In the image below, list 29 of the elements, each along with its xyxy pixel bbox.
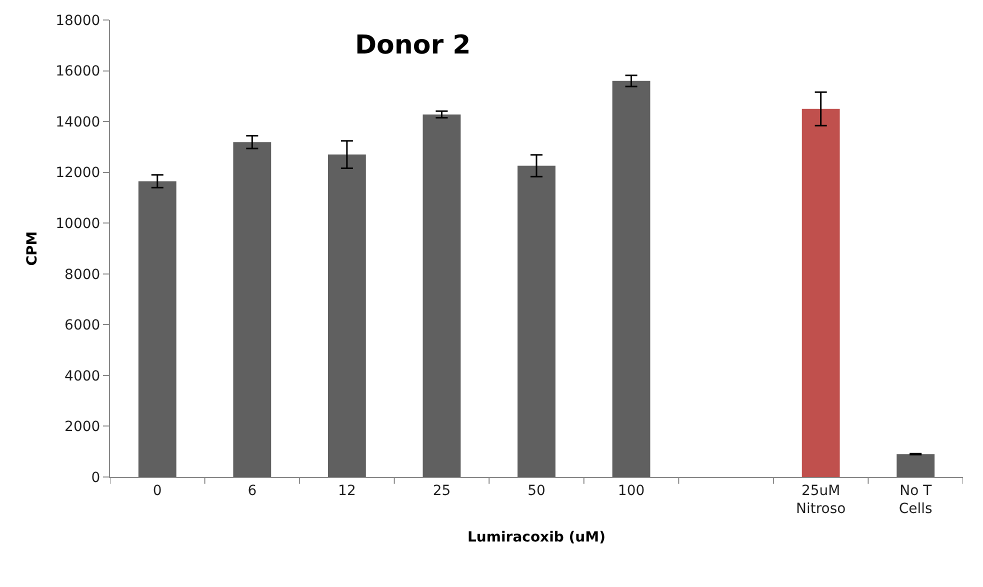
y-tick-label: 18000 bbox=[56, 12, 100, 29]
x-tick-label: 12 bbox=[338, 482, 356, 499]
x-tick-label: No T Cells bbox=[898, 482, 932, 517]
y-tick-label: 4000 bbox=[64, 368, 100, 384]
bar bbox=[328, 154, 366, 477]
y-tick-label: 2000 bbox=[64, 419, 100, 436]
bar bbox=[612, 80, 650, 477]
y-axis-title: CPM bbox=[24, 231, 40, 266]
x-axis-title: Lumiracoxib (uM) bbox=[468, 529, 606, 546]
bar bbox=[233, 142, 272, 477]
y-tick-label: 6000 bbox=[64, 318, 100, 334]
x-tick-label: 50 bbox=[528, 482, 546, 499]
x-tick-label: 25uM Nitroso bbox=[796, 482, 846, 517]
bar bbox=[138, 181, 176, 477]
chart-title: Donor 2 bbox=[354, 30, 471, 60]
y-tick-label: 0 bbox=[91, 470, 100, 486]
bar bbox=[422, 114, 461, 477]
y-tick-label: 10000 bbox=[56, 216, 100, 232]
y-tick-label: 8000 bbox=[64, 266, 100, 283]
y-tick-label: 14000 bbox=[56, 114, 100, 130]
x-tick-label: 0 bbox=[152, 482, 162, 499]
y-tick-label: 16000 bbox=[56, 64, 100, 80]
bar bbox=[896, 454, 935, 477]
x-tick-label: 100 bbox=[618, 482, 645, 499]
bar bbox=[518, 166, 556, 477]
x-tick-label: 25 bbox=[432, 482, 451, 499]
y-tick-label: 12000 bbox=[56, 165, 100, 182]
bar bbox=[802, 108, 840, 477]
x-tick-label: 6 bbox=[248, 482, 257, 499]
